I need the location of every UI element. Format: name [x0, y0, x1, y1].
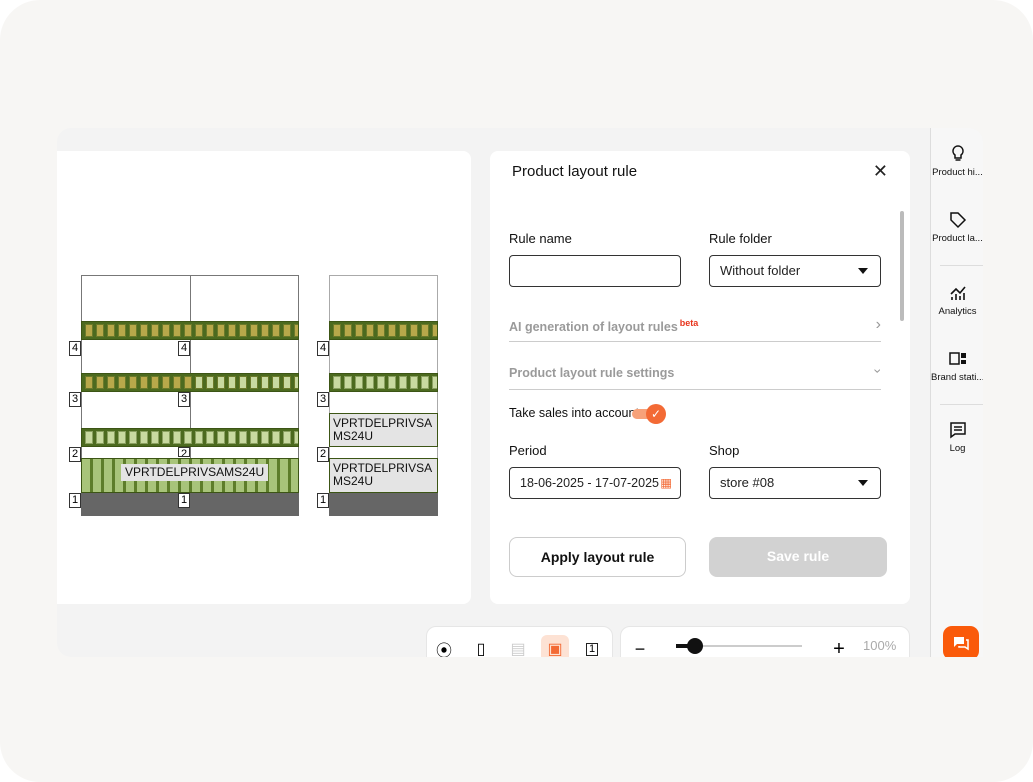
log-icon [949, 422, 966, 439]
sales-toggle-label: Take sales into account [509, 406, 639, 420]
shelf-number: 4 [178, 341, 190, 356]
product-label: VPRTDELPRIVSAMS24U [121, 464, 269, 481]
focus-icon[interactable]: ⦿ [435, 643, 452, 657]
divider [940, 265, 983, 266]
rule-name-input[interactable] [509, 255, 681, 287]
chat-icon [954, 637, 969, 651]
settings-section-label: Product layout rule settings [509, 366, 675, 380]
zoom-slider-fill [676, 644, 695, 648]
sidebar-item-product-hints[interactable]: Product hi... [931, 145, 983, 178]
divider [940, 404, 983, 405]
sidebar-item-product-layout[interactable]: Product la... [931, 211, 983, 244]
sidebar-item-log[interactable]: Log [931, 421, 983, 454]
shop-select[interactable]: store #08 [709, 467, 881, 499]
shelf-number: 1 [178, 493, 190, 508]
zoom-slider-handle[interactable] [686, 638, 703, 654]
shelf-number: 4 [69, 341, 81, 356]
chevron-down-icon [858, 480, 868, 486]
number-icon[interactable]: 1 [578, 635, 606, 657]
rule-folder-value: Without folder [720, 263, 801, 278]
image-icon[interactable]: ▣ [541, 635, 569, 657]
fit-height-icon[interactable]: ▯ [476, 641, 486, 657]
right-sidebar: Product hi... Product la... Analytics Br… [930, 128, 983, 657]
shelf-number: 1 [317, 493, 329, 508]
rule-folder-select[interactable]: Without folder [709, 255, 881, 287]
shelf-number: 2 [69, 447, 81, 462]
product-label-line: MS24U [333, 429, 374, 443]
tag-icon [949, 212, 966, 229]
layout-rule-panel: Product layout rule ✕ Rule name Rule fol… [490, 151, 910, 604]
scrollbar[interactable] [900, 211, 904, 321]
unit-divider [190, 275, 191, 460]
zoom-slider[interactable] [676, 638, 802, 654]
shelf-number: 1 [69, 493, 81, 508]
sidebar-item-brand-stats[interactable]: Brand stati... [931, 350, 983, 383]
product-label-line: VPRTDELPRIVSA [333, 416, 433, 430]
calendar-icon[interactable]: ▦ [660, 476, 672, 490]
ai-section-label: AI generation of layout rules [509, 320, 678, 335]
save-rule-button[interactable]: Save rule [709, 537, 887, 577]
check-icon: ✓ [646, 404, 666, 424]
sidebar-label: Log [949, 443, 966, 454]
sidebar-label: Analytics [938, 306, 977, 317]
zoom-toolbar: − + 100% [620, 626, 910, 657]
view-toolbar: ⦿ ▯ ▤ ▣ 1 [426, 626, 613, 657]
chat-button[interactable] [943, 626, 979, 657]
product-row[interactable] [329, 321, 438, 340]
product-row[interactable] [81, 428, 299, 447]
shelf-number: 3 [178, 392, 190, 407]
ai-generation-section[interactable]: AI generation of layout rules beta › [509, 316, 881, 342]
period-value: 18-06-2025 - 17-07-2025 [520, 476, 659, 490]
brand-stats-icon [948, 352, 966, 365]
period-label: Period [509, 443, 547, 458]
shelf-number: 2 [317, 447, 329, 462]
planogram-canvas[interactable]: VPRTDELPRIVSAMS24U 4 4 3 3 2 2 1 1 VPRTD… [57, 151, 471, 604]
sidebar-item-analytics[interactable]: Analytics [931, 284, 983, 317]
sidebar-label: Brand stati... [931, 372, 983, 383]
product-block[interactable]: VPRTDELPRIVSA MS24U [329, 413, 438, 447]
document-icon[interactable]: ▤ [510, 641, 526, 657]
settings-section[interactable]: Product layout rule settings › [509, 366, 887, 390]
rule-folder-label: Rule folder [709, 231, 772, 246]
chevron-down-icon: › [870, 368, 887, 374]
app: VPRTDELPRIVSAMS24U 4 4 3 3 2 2 1 1 VPRTD… [57, 128, 983, 657]
zoom-level: 100% [863, 638, 897, 653]
chevron-right-icon: › [875, 316, 881, 333]
product-row[interactable] [81, 373, 299, 392]
product-label-line: VPRTDELPRIVSA [333, 461, 433, 475]
period-input[interactable]: 18-06-2025 - 17-07-2025 ▦ [509, 467, 681, 499]
shop-value: store #08 [720, 475, 775, 490]
lightbulb-icon [951, 145, 964, 161]
analytics-icon [949, 286, 966, 300]
sidebar-label: Product hi... [932, 167, 983, 178]
shelf-base [329, 493, 438, 516]
sales-toggle[interactable]: ✓ [632, 404, 666, 424]
shelf-number: 2 [178, 447, 190, 457]
rule-name-label: Rule name [509, 231, 572, 246]
chevron-down-icon [858, 268, 868, 274]
product-label-line: MS24U [333, 474, 374, 488]
shop-label: Shop [709, 443, 740, 458]
shelf-number: 4 [317, 341, 329, 356]
panel-title: Product layout rule [512, 163, 638, 180]
shelf-base [81, 493, 299, 516]
product-block[interactable]: VPRTDELPRIVSA MS24U [329, 458, 438, 493]
product-row[interactable] [329, 373, 438, 392]
product-row[interactable] [81, 321, 299, 340]
shelf-number: 3 [69, 392, 81, 407]
shelf-number: 3 [317, 392, 329, 407]
beta-badge: beta [679, 318, 699, 328]
close-icon[interactable]: ✕ [872, 161, 888, 181]
apply-layout-rule-button[interactable]: Apply layout rule [509, 537, 686, 577]
zoom-out-button[interactable]: − [634, 638, 646, 658]
sidebar-label: Product la... [932, 233, 983, 244]
zoom-in-button[interactable]: + [833, 637, 845, 658]
